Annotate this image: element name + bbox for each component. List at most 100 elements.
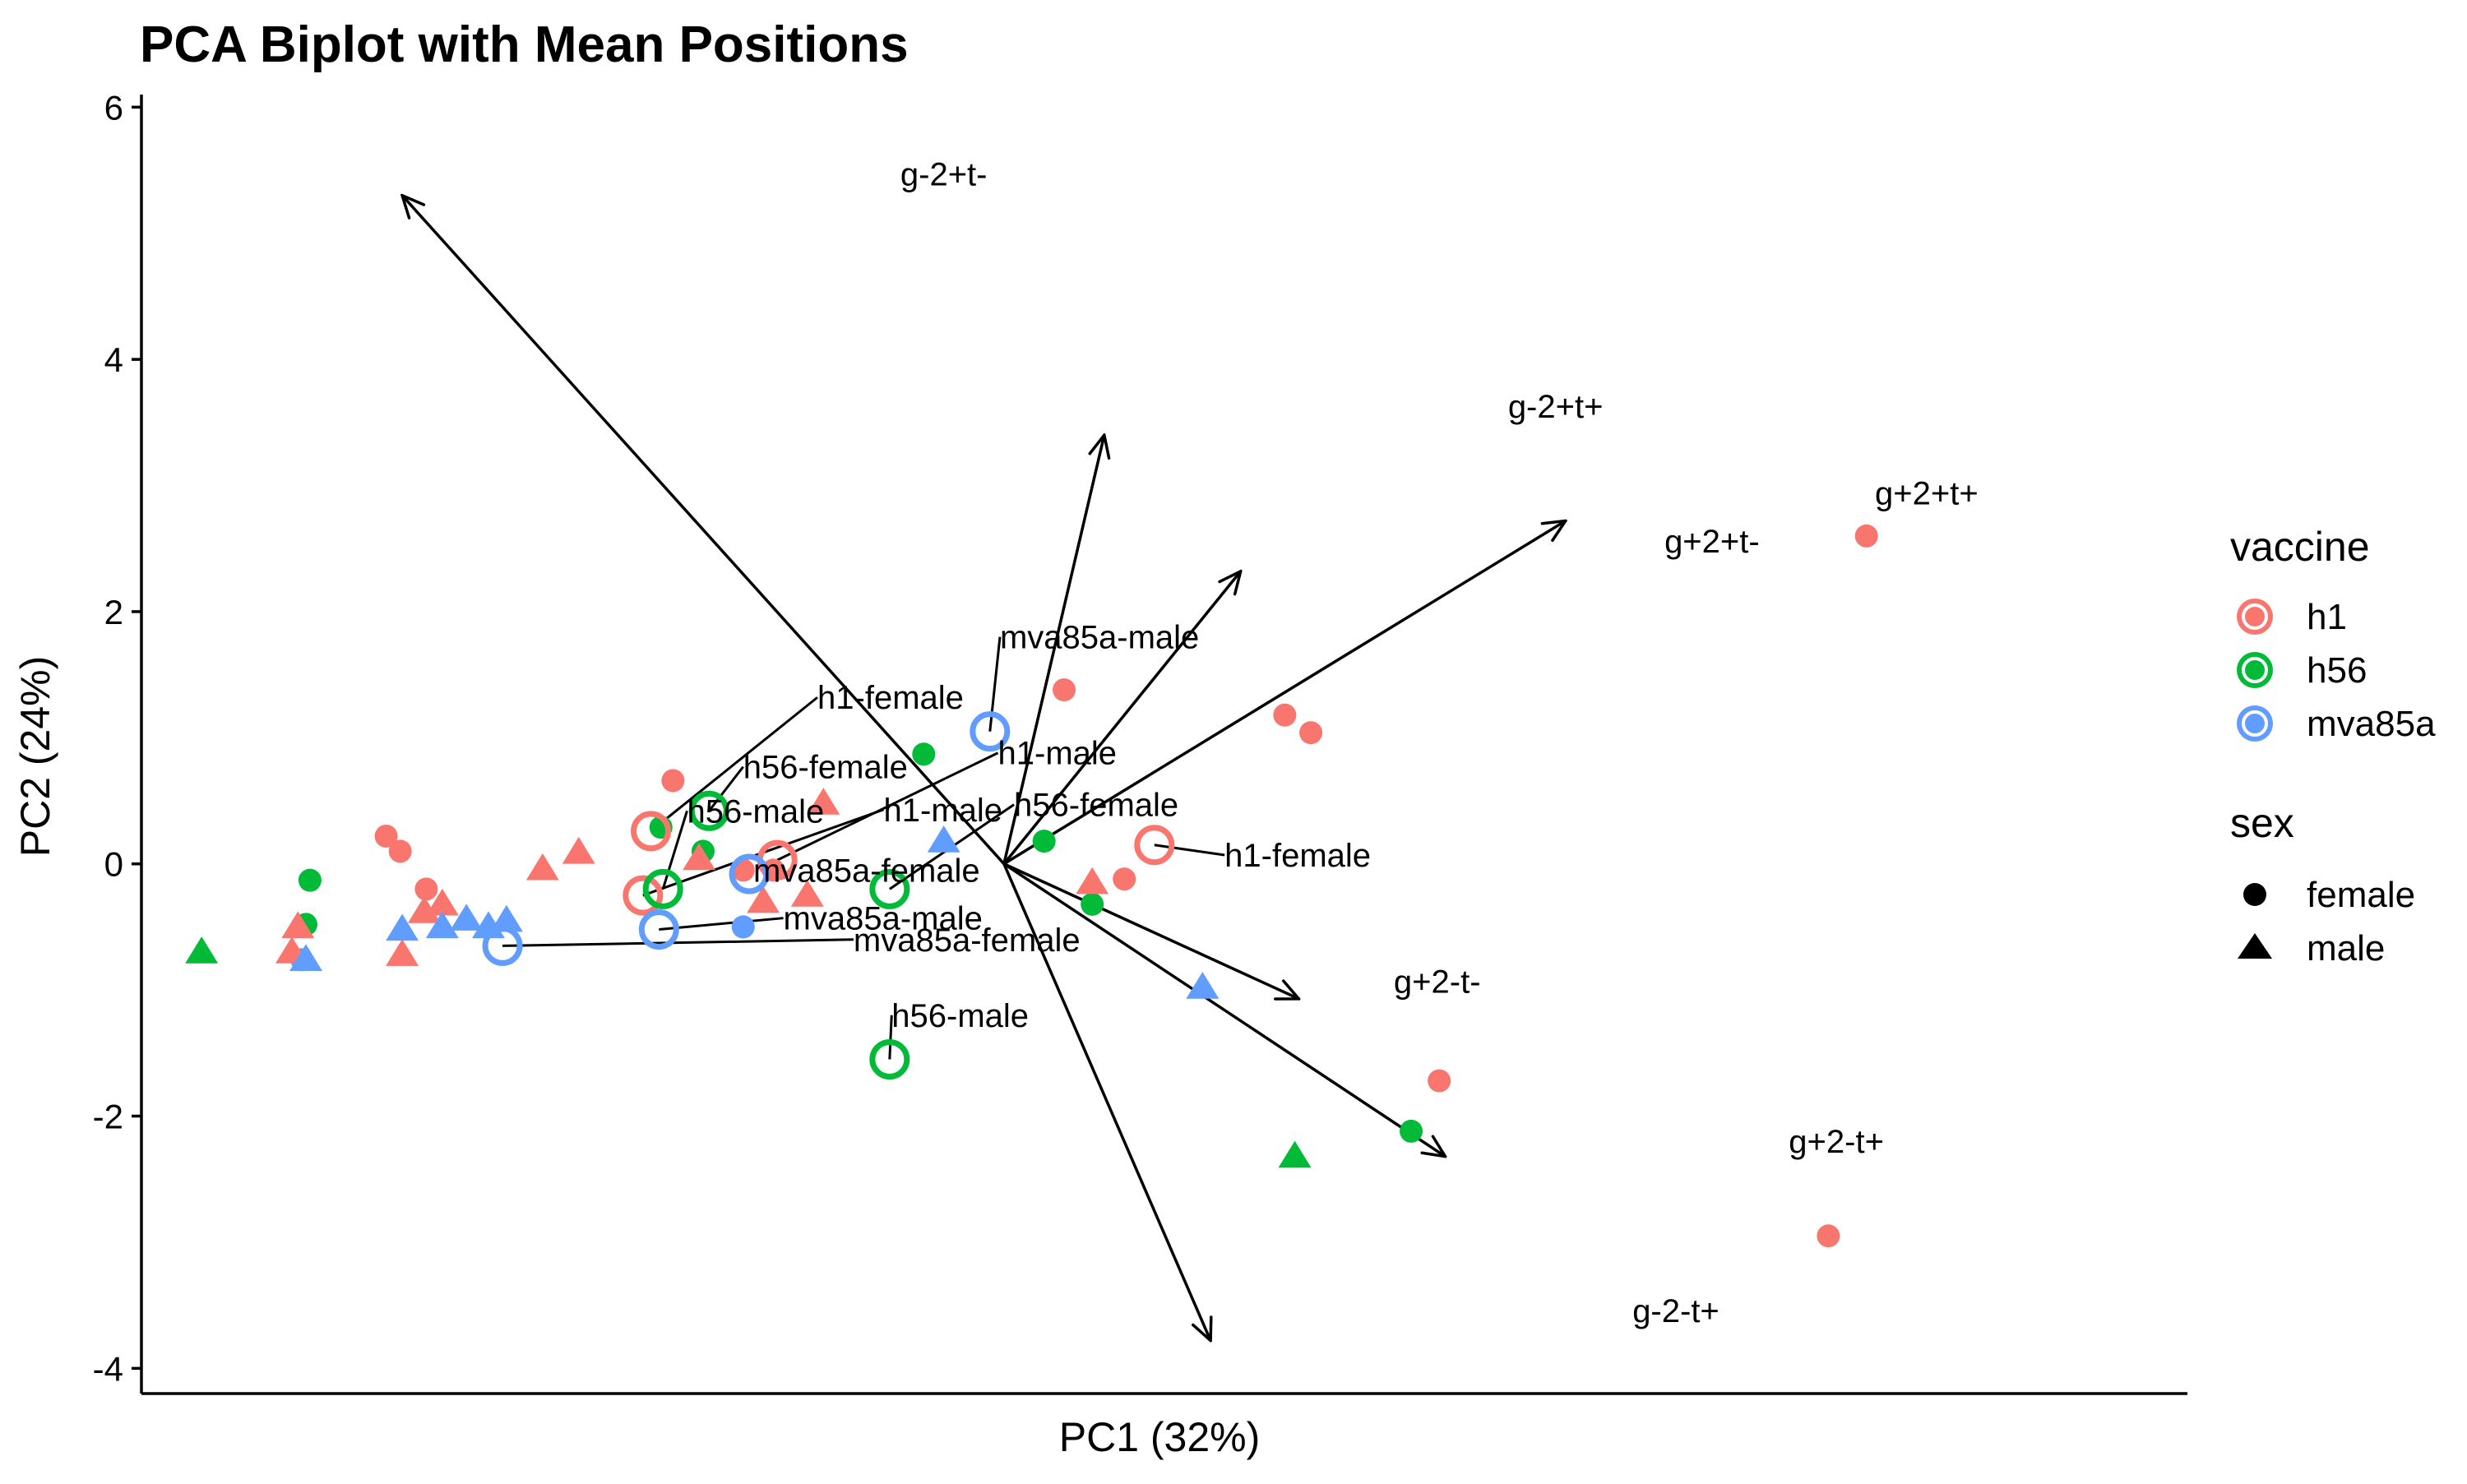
loading-arrow xyxy=(1002,571,1241,865)
data-point-male xyxy=(1186,972,1220,999)
data-point-male xyxy=(407,896,441,923)
legend-vaccine-entries: h1 h56 mva85a xyxy=(2237,597,2436,744)
data-point-male xyxy=(790,880,824,907)
data-point-female xyxy=(414,877,438,901)
data-point-male xyxy=(747,885,780,913)
data-point-male xyxy=(425,911,459,939)
mean-marker xyxy=(729,853,770,895)
text-labels: g-2+t-g-2+t+ g+2+t-g+2+t+ g+2-t-g+2-t+ g-2-… xyxy=(687,157,1978,1329)
mean-label: h56-male xyxy=(687,793,824,830)
x-axis-title: PC1 (32%) xyxy=(1059,1414,1261,1460)
mean-marker xyxy=(688,790,729,831)
legend: vaccine h1 h56 mva85a sex female male xyxy=(2230,524,2436,969)
data-point-male xyxy=(807,788,840,815)
mean-marker xyxy=(970,711,1011,752)
data-point-female xyxy=(1428,1069,1451,1093)
y-tick-label: 0 xyxy=(104,845,123,884)
loading-arrow xyxy=(1002,863,1210,1341)
data-point-male xyxy=(1278,1140,1312,1168)
legend-vaccine-key-ring xyxy=(2242,603,2268,630)
mean-label: mva85a-male xyxy=(1000,620,1199,656)
data-point-male xyxy=(185,936,219,964)
loading-label: g+2-t- xyxy=(1394,964,1481,1000)
mean-marker xyxy=(642,868,683,909)
legend-title-vaccine: vaccine xyxy=(2230,524,2370,570)
data-point-male xyxy=(927,825,960,853)
data-point-female xyxy=(1299,721,1323,745)
data-point-male xyxy=(289,944,322,971)
mean-marker xyxy=(1134,825,1175,866)
loading-label: g+2-t+ xyxy=(1789,1124,1884,1160)
legend-vaccine-label: h56 xyxy=(2307,650,2367,691)
data-point-male xyxy=(1076,867,1109,895)
mean-marker xyxy=(623,875,664,916)
mean-label: h1-male xyxy=(884,793,1003,829)
legend-sex-entries: female male xyxy=(2238,875,2415,969)
data-point-female xyxy=(912,742,936,766)
data-point-male xyxy=(386,939,419,966)
legend-sex-label: male xyxy=(2307,928,2385,969)
data-points xyxy=(185,524,1878,1248)
y-tick-label: -4 xyxy=(93,1349,123,1388)
chart-title: PCA Biplot with Mean Positions xyxy=(140,16,909,73)
legend-sex-key xyxy=(2243,883,2266,906)
loading-label: g-2+t- xyxy=(900,157,988,193)
mean-label: h1-female xyxy=(817,680,964,716)
mean-leader-line xyxy=(776,751,999,862)
data-point-female xyxy=(1854,524,1878,548)
mean-marker xyxy=(631,811,672,852)
y-tick-label: 2 xyxy=(104,593,123,631)
mean-markers xyxy=(482,711,1175,1079)
legend-sex-key xyxy=(2238,933,2272,959)
legend-vaccine-label: mva85a xyxy=(2307,704,2436,744)
data-point-female xyxy=(1081,892,1104,916)
data-point-male xyxy=(683,843,716,871)
data-point-female xyxy=(1053,678,1076,702)
mean-leader-line xyxy=(888,1015,893,1060)
data-point-female xyxy=(661,769,685,793)
mean-label: mva85a-female xyxy=(854,922,1081,959)
y-axis-title: PC2 (24%) xyxy=(12,656,58,858)
loading-arrow xyxy=(402,196,1006,865)
mean-marker xyxy=(869,1038,910,1079)
mean-marker xyxy=(482,925,523,966)
mean-label: h1-male xyxy=(998,736,1118,772)
mean-label: mva85a-male xyxy=(784,901,983,937)
data-point-female xyxy=(1273,703,1297,727)
mean-label: h56-male xyxy=(891,998,1029,1034)
loading-arrow xyxy=(1002,435,1104,865)
mean-leader-line xyxy=(1154,844,1225,857)
data-point-male xyxy=(281,911,315,939)
data-point-female xyxy=(1032,830,1056,853)
mean-leader-line xyxy=(661,810,688,890)
mean-leader-line xyxy=(502,938,854,947)
loading-label: g+2+t- xyxy=(1664,524,1760,560)
mean-label: h56-female xyxy=(743,750,908,786)
loading-arrows xyxy=(402,196,1566,1341)
data-point-female xyxy=(374,824,398,848)
legend-vaccine-label: h1 xyxy=(2307,597,2347,637)
y-tick-label: 4 xyxy=(104,340,123,379)
legend-vaccine-key-ring xyxy=(2242,657,2268,683)
data-point-female xyxy=(388,839,412,863)
loading-label: g-2-t+ xyxy=(1632,1293,1719,1329)
loading-arrow xyxy=(1002,520,1566,866)
mean-marker xyxy=(869,868,910,909)
data-point-male xyxy=(525,853,559,881)
data-point-female xyxy=(731,915,755,939)
data-point-male xyxy=(450,904,484,931)
y-tick-label: 6 xyxy=(104,88,123,127)
mean-leader-line xyxy=(659,917,784,931)
data-point-male xyxy=(562,836,595,864)
data-point-male xyxy=(425,888,459,916)
mean-marker xyxy=(638,908,679,950)
data-point-female xyxy=(1113,867,1136,891)
data-point-female xyxy=(298,868,322,892)
axes: -4 -2 0 2 4 6 xyxy=(93,88,2187,1395)
data-point-male xyxy=(489,904,523,932)
legend-sex-label: female xyxy=(2307,875,2415,915)
data-point-female xyxy=(1817,1224,1840,1248)
data-point-female xyxy=(1400,1119,1423,1143)
